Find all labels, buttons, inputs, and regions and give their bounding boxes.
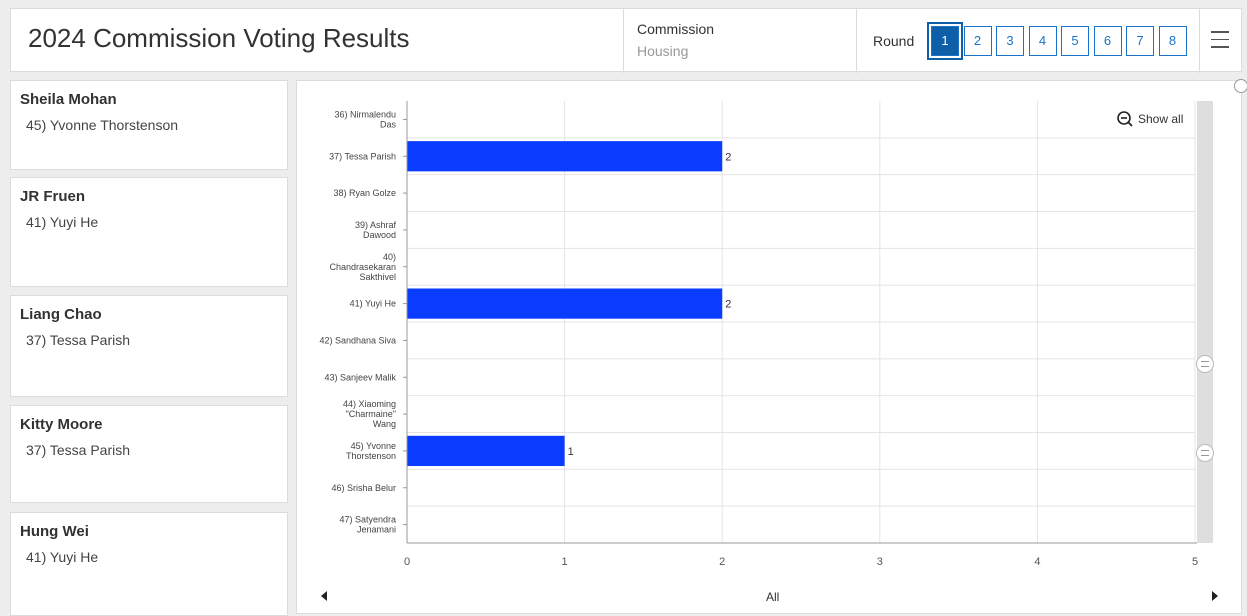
previous-arrow-icon[interactable] bbox=[321, 591, 327, 601]
round-button-7[interactable]: 7 bbox=[1126, 26, 1154, 56]
voter-name: Liang Chao bbox=[20, 306, 102, 323]
header-divider bbox=[856, 9, 857, 73]
expand-icon[interactable] bbox=[1234, 79, 1247, 93]
show-all-label: Show all bbox=[1138, 112, 1184, 126]
commission-label: Commission bbox=[637, 21, 715, 37]
vote-choice: 41) Yuyi He bbox=[26, 214, 99, 230]
commission-value[interactable]: Housing bbox=[637, 43, 689, 59]
chart-navigation-bar: All bbox=[308, 583, 1230, 609]
hamburger-menu-icon[interactable] bbox=[1211, 31, 1229, 49]
vote-card: Kitty Moore 37) Tessa Parish bbox=[10, 405, 288, 503]
round-button-1[interactable]: 1 bbox=[927, 22, 963, 60]
round-button-3[interactable]: 3 bbox=[996, 26, 1024, 56]
show-all-button[interactable]: Show all bbox=[1116, 110, 1183, 128]
vote-card: Hung Wei 41) Yuyi He bbox=[10, 512, 288, 616]
vote-card: Sheila Mohan 45) Yvonne Thorstenson bbox=[10, 80, 288, 170]
header-divider bbox=[1199, 9, 1200, 73]
vote-choice: 41) Yuyi He bbox=[26, 549, 99, 565]
round-label: Round bbox=[873, 33, 915, 49]
vertical-scrollbar[interactable] bbox=[1197, 101, 1213, 543]
vote-card: Liang Chao 37) Tessa Parish bbox=[10, 295, 288, 397]
vote-choice: 37) Tessa Parish bbox=[26, 442, 131, 458]
vote-choice: 37) Tessa Parish bbox=[26, 332, 131, 348]
header-bar: 2024 Commission Voting Results Commissio… bbox=[10, 8, 1242, 73]
chart-panel bbox=[296, 80, 1242, 614]
vote-choice: 45) Yvonne Thorstenson bbox=[26, 117, 179, 133]
vote-card: JR Fruen 41) Yuyi He bbox=[10, 177, 288, 287]
round-button-4[interactable]: 4 bbox=[1028, 26, 1057, 56]
scroll-handle-top[interactable] bbox=[1196, 355, 1214, 373]
round-button-8[interactable]: 8 bbox=[1158, 26, 1187, 56]
voter-name: Hung Wei bbox=[20, 523, 89, 540]
header-divider bbox=[623, 9, 624, 73]
scroll-handle-bottom[interactable] bbox=[1196, 444, 1214, 462]
page-title: 2024 Commission Voting Results bbox=[28, 23, 410, 53]
round-button-2[interactable]: 2 bbox=[963, 26, 992, 56]
voter-name: JR Fruen bbox=[20, 188, 86, 205]
round-button-5[interactable]: 5 bbox=[1061, 26, 1089, 56]
round-button-6[interactable]: 6 bbox=[1093, 26, 1122, 56]
all-label[interactable]: All bbox=[766, 590, 780, 604]
voter-name: Sheila Mohan bbox=[20, 91, 117, 108]
next-arrow-icon[interactable] bbox=[1212, 591, 1218, 601]
voter-name: Kitty Moore bbox=[20, 416, 103, 433]
zoom-out-icon bbox=[1117, 111, 1133, 127]
